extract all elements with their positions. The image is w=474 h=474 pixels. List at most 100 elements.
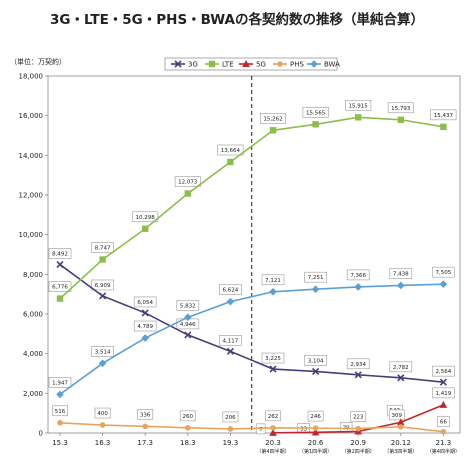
data-label-box bbox=[137, 409, 154, 420]
x-tick-label: 15.3 bbox=[52, 439, 68, 447]
data-point bbox=[440, 123, 447, 131]
data-label: 7 bbox=[259, 427, 263, 433]
x-tick-label: 17.3 bbox=[137, 439, 153, 447]
x-sub-label: （第4四半期） bbox=[427, 448, 460, 455]
data-label-box bbox=[48, 377, 72, 388]
y-tick-label: 10,000 bbox=[19, 231, 44, 239]
data-point bbox=[439, 378, 447, 386]
legend-label: BWA bbox=[324, 61, 340, 69]
data-label: 262 bbox=[268, 414, 279, 420]
series-bwa bbox=[56, 280, 448, 399]
data-point bbox=[99, 292, 107, 300]
data-label-box bbox=[261, 274, 285, 286]
data-label: 33 bbox=[300, 426, 307, 432]
data-point bbox=[312, 367, 320, 376]
data-label: 15,565 bbox=[306, 110, 326, 116]
data-point bbox=[226, 347, 234, 355]
data-label: 2,934 bbox=[350, 362, 366, 368]
data-point bbox=[227, 426, 234, 432]
data-point bbox=[98, 359, 107, 368]
data-point bbox=[269, 365, 277, 373]
data-label-box bbox=[388, 409, 405, 421]
data-labels: 8,492 6,909 6,054 4,946 4,117 3,225 3,104 2,934… bbox=[48, 100, 457, 435]
data-point bbox=[56, 390, 64, 399]
y-tick-label: 8,000 bbox=[23, 271, 43, 279]
data-label: 10,298 bbox=[136, 215, 156, 221]
data-label: 223 bbox=[353, 415, 364, 421]
x-tick-label: 18.3 bbox=[180, 439, 196, 447]
data-label: 15,262 bbox=[263, 116, 282, 122]
data-label-box bbox=[91, 346, 114, 357]
series-lte bbox=[56, 114, 447, 302]
series-line bbox=[59, 283, 444, 396]
y-tick-label: 2,000 bbox=[23, 390, 43, 398]
data-label: 3,225 bbox=[265, 356, 281, 362]
data-point bbox=[439, 400, 448, 408]
data-label-box bbox=[304, 271, 327, 283]
data-label: 15,437 bbox=[434, 113, 454, 119]
data-point bbox=[242, 60, 250, 67]
legend-label: 5G bbox=[256, 61, 266, 69]
data-point bbox=[184, 190, 191, 197]
data-label-box bbox=[48, 248, 72, 259]
data-point bbox=[174, 60, 182, 68]
data-label-box bbox=[174, 176, 201, 187]
x-tick-label: 20.3 bbox=[265, 439, 281, 447]
data-label-box bbox=[346, 358, 370, 370]
data-point bbox=[440, 428, 447, 435]
data-point bbox=[269, 127, 277, 134]
y-tick-label: 0 bbox=[39, 430, 43, 438]
data-label: 7,505 bbox=[436, 270, 452, 276]
x-sub-label: （第2四半期） bbox=[342, 448, 375, 455]
x-tick-label: 19.3 bbox=[223, 439, 239, 447]
data-label: 8,747 bbox=[95, 246, 111, 252]
data-point bbox=[141, 334, 149, 342]
data-label: 4,789 bbox=[137, 324, 153, 330]
data-point bbox=[185, 425, 191, 431]
data-label: 6,054 bbox=[137, 300, 153, 306]
data-label: 2,782 bbox=[393, 365, 409, 371]
y-tick-label: 14,000 bbox=[19, 152, 44, 160]
legend-label: PHS bbox=[290, 61, 304, 69]
data-point bbox=[398, 424, 404, 430]
x-tick-label: 21.3 bbox=[436, 439, 452, 447]
x-tick-label: 16.3 bbox=[95, 439, 111, 447]
data-label: 4,117 bbox=[223, 338, 239, 344]
data-label-box bbox=[179, 410, 196, 422]
data-label-box bbox=[389, 268, 413, 279]
data-point bbox=[269, 428, 277, 436]
data-label: 516 bbox=[55, 409, 66, 415]
x-tick-label: 20.9 bbox=[350, 439, 366, 447]
data-point bbox=[184, 331, 192, 339]
data-label: 7,251 bbox=[308, 275, 324, 281]
data-label: 8,492 bbox=[52, 252, 68, 258]
legend-item-5g: 5G bbox=[239, 60, 266, 69]
data-point bbox=[57, 419, 63, 426]
data-label-box bbox=[176, 300, 200, 311]
data-point bbox=[354, 283, 362, 291]
data-label: 309 bbox=[392, 413, 403, 419]
data-label: 400 bbox=[97, 411, 108, 417]
data-label: 4,946 bbox=[180, 322, 196, 328]
legend-item-bwa: BWA bbox=[307, 60, 340, 69]
legend: 3G LTE 5G PHS BWA bbox=[164, 57, 340, 71]
data-label: 260 bbox=[183, 414, 194, 420]
data-point bbox=[397, 418, 405, 426]
data-label-box bbox=[219, 284, 242, 295]
data-point bbox=[312, 121, 319, 128]
data-point bbox=[56, 295, 64, 302]
data-label: 3,514 bbox=[95, 349, 111, 355]
data-label-box bbox=[437, 416, 450, 427]
data-label-box bbox=[265, 410, 281, 422]
data-point bbox=[142, 225, 149, 232]
data-label-box bbox=[346, 269, 370, 281]
series-line bbox=[59, 116, 444, 300]
data-label: 1,419 bbox=[436, 391, 452, 397]
data-point bbox=[226, 297, 235, 306]
data-point bbox=[277, 61, 283, 67]
series-phs bbox=[57, 419, 447, 435]
series-5g bbox=[269, 400, 448, 436]
data-label: 6,624 bbox=[223, 288, 239, 294]
data-label-box bbox=[91, 279, 114, 291]
